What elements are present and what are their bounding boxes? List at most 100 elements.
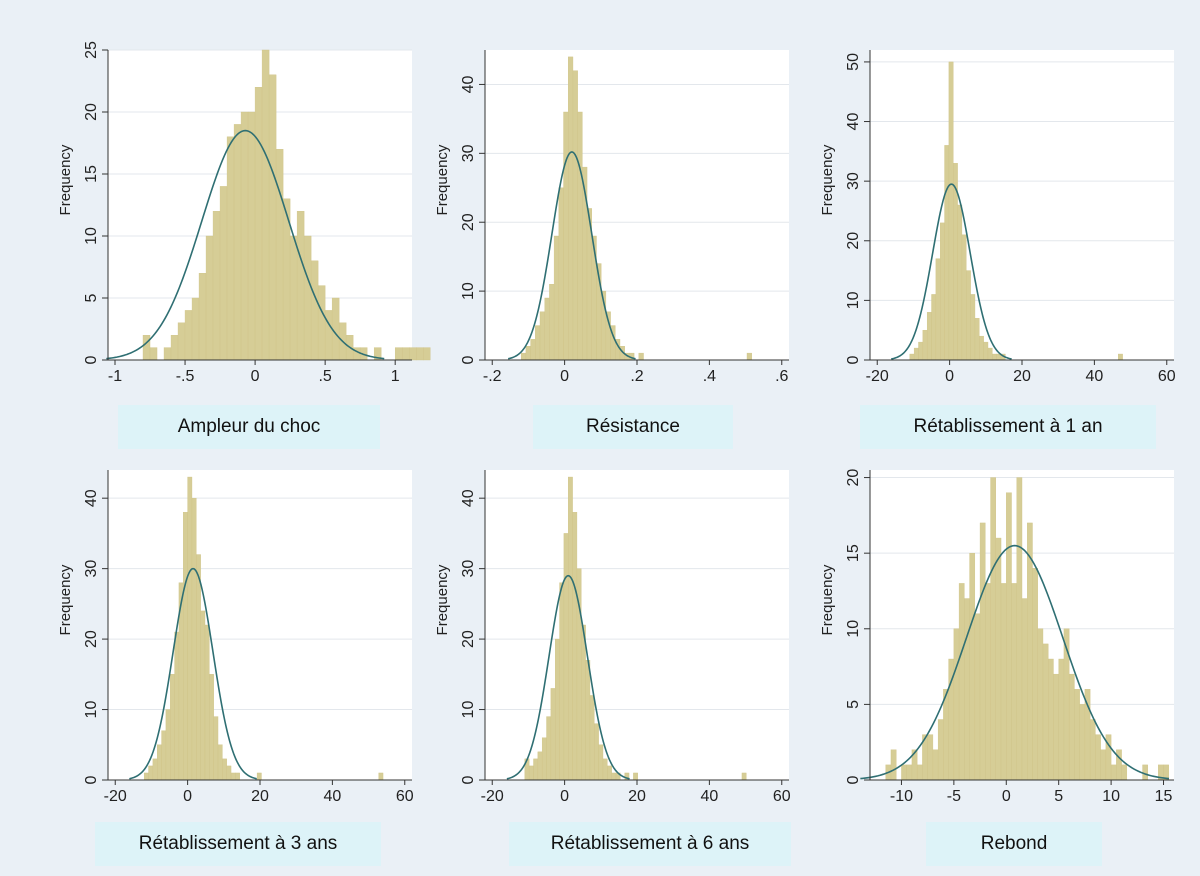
histogram-retablissement-1-an: 0 10 20 30 40 50 -20 0 20 40 60 Frequency (819, 50, 1176, 385)
histogram-bar (559, 582, 565, 781)
plot-area (870, 50, 1174, 360)
histogram-bar (948, 61, 954, 361)
histogram-bar (741, 772, 747, 781)
x-tick-label: 15 (1155, 788, 1173, 805)
histogram-bar (974, 613, 981, 781)
histogram-bar (416, 347, 424, 361)
histogram-bar (530, 339, 536, 361)
x-tick-label: -.2 (483, 368, 502, 385)
histogram-bar (324, 310, 333, 361)
histogram-bar (926, 312, 932, 361)
y-tick-label: 30 (845, 172, 862, 190)
caption-retablissement-1-an: Rétablissement à 1 an (860, 405, 1156, 449)
histogram-bar (546, 716, 552, 781)
histogram-bar (204, 624, 210, 781)
x-tick-label: 5 (1054, 788, 1063, 805)
histogram-bar (310, 260, 319, 361)
x-tick-label: 1 (391, 368, 400, 385)
histogram-bar (979, 522, 986, 781)
histogram-bar (174, 631, 180, 781)
histogram-bar (230, 772, 236, 781)
y-tick-label: 20 (845, 232, 862, 250)
y-axis-title: Frequency (819, 564, 836, 635)
histogram-bar (966, 270, 971, 361)
x-tick-label: 0 (183, 788, 192, 805)
histogram-bar (987, 347, 993, 361)
histogram-bar (261, 49, 270, 361)
histogram-bar (317, 285, 326, 361)
histogram-bar (268, 74, 277, 361)
histogram-bar (581, 624, 586, 781)
histogram-bar (520, 352, 527, 361)
y-tick-label: 0 (845, 775, 862, 784)
histogram-bar (200, 610, 206, 781)
y-tick-label: 50 (845, 53, 862, 71)
histogram-bar (142, 335, 151, 361)
histogram-bar (533, 758, 539, 781)
histogram-bar (1095, 734, 1101, 781)
x-tick-label: 0 (1002, 788, 1011, 805)
histogram-bar (1100, 749, 1107, 781)
x-tick-label: 0 (251, 368, 260, 385)
histogram-bar (331, 297, 340, 361)
histogram-bar (558, 187, 564, 361)
x-tick-label: 20 (1013, 368, 1031, 385)
histogram-retablissement-3-ans: 0 10 20 30 40 -20 0 20 40 60 Frequency (57, 470, 414, 805)
x-tick-label: 20 (628, 788, 646, 805)
histogram-bar (1042, 643, 1049, 781)
histogram-bar (296, 210, 305, 361)
y-tick-label: 10 (460, 701, 477, 719)
y-tick-label: 40 (460, 75, 477, 93)
histogram-bar (983, 341, 989, 361)
histogram-bar (256, 772, 262, 781)
y-tick-label: 10 (845, 291, 862, 309)
caption-resistance: Résistance (533, 405, 733, 449)
histogram-panel-retablissement-3-ans: 0 10 20 30 40 -20 0 20 40 60 Frequency (40, 460, 420, 805)
histogram-bar (553, 235, 560, 361)
x-tick-label: 0 (560, 788, 569, 805)
normal-density-curve (106, 129, 385, 360)
y-tick-label: 20 (460, 213, 477, 231)
x-tick-label: 0 (945, 368, 954, 385)
histogram-bar (572, 512, 578, 781)
histogram-bar (638, 352, 644, 361)
histogram-bar (152, 758, 158, 781)
histogram-bar (922, 329, 928, 361)
histogram-bar (1048, 658, 1054, 781)
histogram-bar (563, 111, 569, 361)
histogram-bar (209, 674, 214, 781)
histogram-rebond: 0 5 10 15 20 -10 -5 0 5 10 15 Frequency (819, 469, 1174, 805)
histogram-bar (191, 297, 200, 361)
y-tick-label: 20 (460, 630, 477, 648)
histogram-bar (235, 772, 240, 781)
histogram-bar (226, 136, 235, 361)
y-tick-label: 0 (460, 775, 477, 784)
y-tick-label: 25 (83, 41, 100, 59)
x-tick-label: .5 (318, 368, 331, 385)
histogram-bar (1110, 764, 1117, 781)
histogram-bar (187, 476, 193, 781)
histogram-bar (572, 70, 578, 361)
histogram-bar (633, 772, 638, 781)
histogram-bar (212, 210, 221, 361)
y-tick-label: 30 (83, 560, 100, 578)
histogram-bar (974, 318, 980, 361)
y-axis-title: Frequency (57, 144, 74, 215)
histogram-bar (985, 583, 991, 781)
histogram-bar (254, 87, 263, 361)
histogram-retablissement-6-ans: 0 10 20 30 40 -20 0 20 40 60 Frequency (434, 470, 791, 805)
histogram-bar (1118, 353, 1123, 361)
x-tick-label: -10 (890, 788, 913, 805)
histogram-bar (1142, 764, 1148, 781)
histogram-bar (213, 716, 219, 781)
histogram-panel-retablissement-1-an: 0 10 20 30 40 50 -20 0 20 40 60 Frequency (812, 40, 1182, 385)
histogram-resistance: 0 10 20 30 40 -.2 0 .2 .4 .6 Frequency (434, 50, 789, 385)
histogram-bar (1021, 598, 1028, 781)
histogram-bar (916, 764, 923, 781)
histogram-bar (550, 688, 556, 781)
plot-area (485, 50, 789, 360)
y-tick-label: 20 (83, 630, 100, 648)
histogram-panel-ampleur-du-choc: 0 5 10 15 20 25 -1 -.5 0 .5 1 Frequency (40, 40, 431, 385)
histogram-bar (1011, 583, 1017, 781)
histogram-bar (906, 764, 913, 781)
